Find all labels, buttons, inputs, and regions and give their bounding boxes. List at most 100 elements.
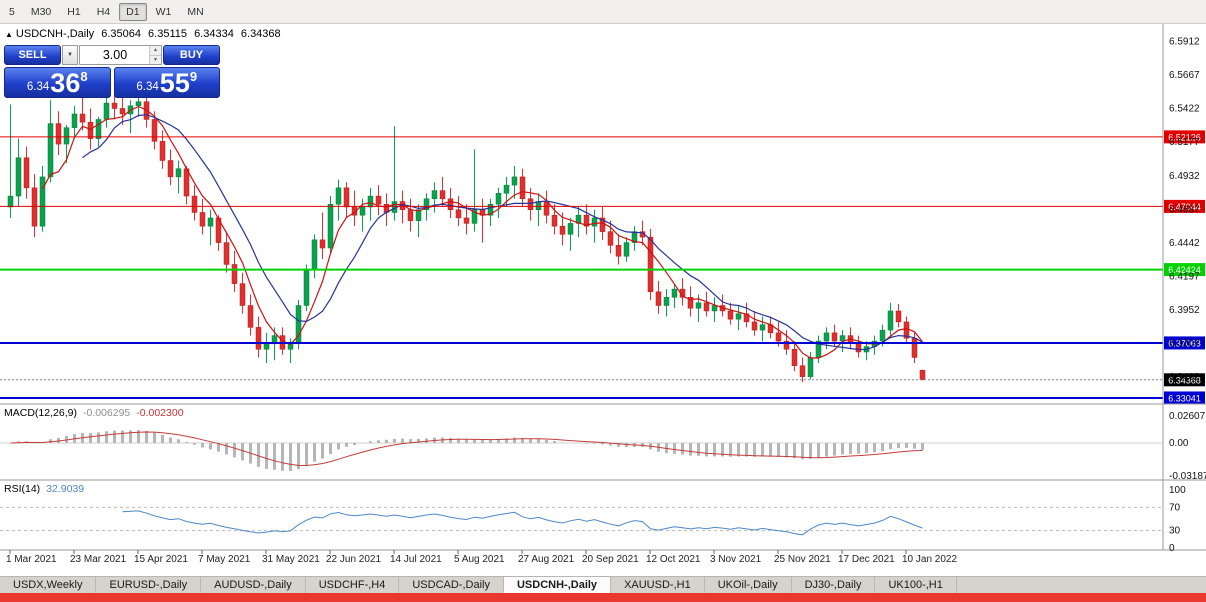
svg-text:22 Jun 2021: 22 Jun 2021 (326, 554, 381, 565)
buy-button[interactable]: BUY (163, 45, 220, 65)
svg-text:6.52126: 6.52126 (1168, 132, 1201, 142)
svg-text:3 Nov 2021: 3 Nov 2021 (710, 554, 762, 565)
chart-tab-usdchf-h4[interactable]: USDCHF-,H4 (306, 577, 400, 593)
rsi-indicator-header: RSI(14) 32.9039 (4, 483, 84, 495)
svg-text:6.42424: 6.42424 (1168, 265, 1201, 275)
chart-tab-eurusd-daily[interactable]: EURUSD-,Daily (96, 577, 202, 593)
svg-text:1 Mar 2021: 1 Mar 2021 (6, 554, 57, 565)
svg-text:6.4442: 6.4442 (1169, 238, 1200, 249)
svg-text:7 May 2021: 7 May 2021 (198, 554, 251, 565)
sell-price-button[interactable]: 6.34 36 8 (4, 67, 111, 98)
svg-text:100: 100 (1169, 485, 1186, 496)
svg-text:6.47044: 6.47044 (1168, 202, 1201, 212)
trade-panel-collapse-icon[interactable]: ▲ (5, 30, 13, 39)
buy-price-big-digits: 55 (159, 68, 190, 98)
volume-stepper: ▲ ▼ (149, 46, 161, 64)
horizontal-levels[interactable] (0, 136, 1163, 399)
timeframe-toolbar: 5 M30 H1 H4 D1 W1 MN (0, 0, 1206, 24)
timeframe-button-mn[interactable]: MN (187, 5, 204, 18)
timeframe-button-h1[interactable]: H1 (67, 5, 81, 18)
ma-red-line (41, 105, 923, 359)
macd-title: MACD(12,26,9) (4, 407, 77, 419)
rsi-axis-labels: 100 70 30 0 (1169, 485, 1186, 554)
svg-text:25 Nov 2021: 25 Nov 2021 (774, 554, 831, 565)
svg-text:6.3952: 6.3952 (1169, 305, 1200, 316)
macd-indicator-header: MACD(12,26,9) -0.006295 -0.002300 (4, 407, 184, 419)
trade-controls-row: SELL ▼ ▲ ▼ BUY (4, 45, 220, 65)
timeframe-button-h4[interactable]: H4 (96, 5, 111, 18)
volume-input[interactable] (80, 46, 161, 64)
svg-text:0.00: 0.00 (1169, 438, 1189, 449)
symbol-title: USDCNH-,Daily (15, 28, 95, 40)
panel-separators[interactable] (0, 403, 1206, 551)
svg-text:6.37063: 6.37063 (1168, 338, 1201, 348)
chart-tab-xauusd-h1[interactable]: XAUUSD-,H1 (611, 577, 705, 593)
svg-text:31 May 2021: 31 May 2021 (262, 554, 320, 565)
chart-tab-uk100-h1[interactable]: UK100-,H1 (875, 577, 957, 593)
chart-tab-dj30-daily[interactable]: DJ30-,Daily (792, 577, 876, 593)
time-axis[interactable]: 1 Mar 2021 23 Mar 2021 15 Apr 2021 7 May 20… (6, 550, 957, 565)
rsi-title: RSI(14) (4, 483, 41, 495)
svg-text:-0.03187: -0.03187 (1169, 471, 1206, 482)
svg-text:6.4687: 6.4687 (1169, 204, 1200, 215)
candlesticks (7, 94, 926, 383)
svg-text:6.33041: 6.33041 (1168, 393, 1201, 403)
low-value: 6.34334 (194, 28, 234, 40)
buy-price-button[interactable]: 6.34 55 9 (113, 67, 220, 98)
timeframe-button-m30[interactable]: M30 (30, 5, 52, 18)
svg-text:6.5422: 6.5422 (1169, 104, 1200, 115)
chart-tab-ukoil-daily[interactable]: UKOil-,Daily (705, 577, 792, 593)
svg-text:5 Aug 2021: 5 Aug 2021 (454, 554, 505, 565)
svg-text:17 Dec 2021: 17 Dec 2021 (838, 554, 895, 565)
svg-text:6.4932: 6.4932 (1169, 171, 1200, 182)
svg-text:23 Mar 2021: 23 Mar 2021 (70, 554, 127, 565)
volume-field-wrap: ▲ ▼ (79, 45, 162, 65)
macd-main-value: -0.006295 (82, 407, 131, 419)
svg-text:30: 30 (1169, 526, 1181, 537)
timeframe-button-w1[interactable]: W1 (155, 5, 172, 18)
price-axis-labels[interactable]: 6.5912 6.5667 6.5422 6.5177 6.4932 6.4687 6.44… (1169, 37, 1200, 383)
svg-text:6.5667: 6.5667 (1169, 70, 1200, 81)
chart-tab-usdcad-daily[interactable]: USDCAD-,Daily (399, 577, 504, 593)
svg-text:6.4197: 6.4197 (1169, 271, 1200, 282)
open-value: 6.35064 (101, 28, 141, 40)
price-axis-badges: 6.52126 6.47044 6.42424 6.37063 6.33041 6.343… (1164, 130, 1205, 405)
macd-axis-labels: 0.02607 0.00 -0.03187 (1169, 411, 1206, 482)
ma-blue-line (82, 114, 923, 351)
svg-text:6.3462: 6.3462 (1169, 372, 1200, 383)
sell-price-prefix: 6.34 (26, 81, 50, 93)
chart-tab-usdcnh-daily[interactable]: USDCNH-,Daily (503, 577, 612, 593)
volume-dropdown-button[interactable]: ▼ (62, 45, 78, 65)
macd-signal-line (10, 431, 923, 467)
trade-price-row: 6.34 36 8 6.34 55 9 (4, 67, 220, 98)
svg-text:0.02607: 0.02607 (1169, 411, 1206, 422)
chart-tabs-bar: USDX,Weekly EURUSD-,Daily AUDUSD-,Daily USD… (0, 576, 1206, 593)
timeframe-button-d1[interactable]: D1 (119, 2, 147, 21)
rsi-levels (0, 506, 1163, 532)
status-strip (0, 593, 1206, 602)
volume-step-up[interactable]: ▲ (150, 46, 161, 56)
svg-text:6.5177: 6.5177 (1169, 137, 1200, 148)
price-chart: 6.521266.470446.424246.370636.330416.343… (0, 24, 1206, 565)
sell-button[interactable]: SELL (4, 45, 61, 65)
volume-step-down[interactable]: ▼ (150, 55, 161, 64)
svg-text:12 Oct 2021: 12 Oct 2021 (646, 554, 701, 565)
svg-text:20 Sep 2021: 20 Sep 2021 (582, 554, 639, 565)
buy-price-prefix: 6.34 (136, 81, 159, 93)
chart-tab-audusd-daily[interactable]: AUDUSD-,Daily (201, 577, 306, 593)
buy-price-pip-digit: 9 (189, 69, 198, 84)
sell-price-big-digits: 36 (50, 68, 81, 98)
svg-text:10 Jan 2022: 10 Jan 2022 (902, 554, 957, 565)
svg-text:27 Aug 2021: 27 Aug 2021 (518, 554, 575, 565)
svg-text:14 Jul 2021: 14 Jul 2021 (390, 554, 442, 565)
rsi-value: 32.9039 (46, 483, 85, 495)
svg-text:15 Apr 2021: 15 Apr 2021 (134, 554, 188, 565)
timeframe-button-5[interactable]: 5 (9, 5, 15, 18)
macd-histogram (17, 430, 924, 472)
svg-text:6.5912: 6.5912 (1169, 37, 1200, 48)
rsi-line (122, 510, 923, 536)
svg-text:70: 70 (1169, 502, 1181, 513)
svg-text:6.3707: 6.3707 (1169, 338, 1200, 349)
chart-tab-usdx-weekly[interactable]: USDX,Weekly (0, 577, 97, 593)
